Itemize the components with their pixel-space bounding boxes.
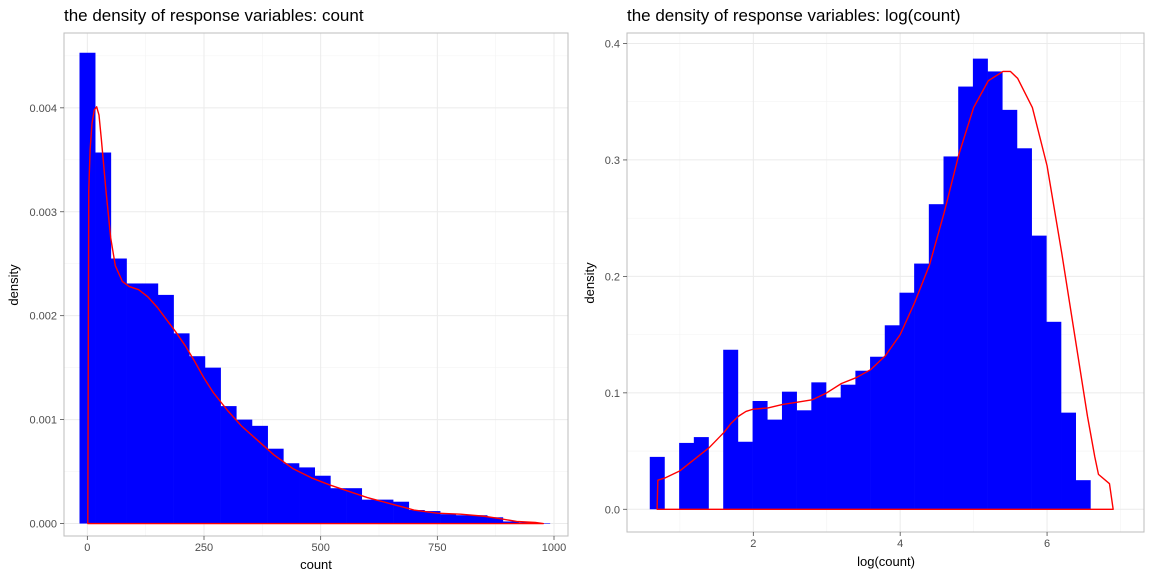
histogram-bar [899, 292, 915, 510]
histogram-bar [1016, 148, 1032, 510]
histogram-bar [487, 517, 504, 524]
panel-border [63, 32, 569, 537]
histogram-bar [679, 442, 695, 510]
histogram-bar [110, 258, 127, 524]
histogram-bars [79, 52, 551, 524]
x-axis-ticks: 0 250 500 750 1000 [84, 536, 566, 554]
histogram-bar [330, 488, 347, 524]
histogram-bar [471, 515, 488, 524]
histogram-bar [1075, 480, 1091, 510]
histogram-bar [408, 510, 425, 524]
y-tick-label: 0.0 [605, 504, 620, 516]
histogram-bar [1061, 412, 1077, 510]
histogram-bar [455, 515, 472, 524]
histogram-bar [855, 370, 871, 510]
y-axis-label: density [582, 262, 597, 304]
x-tick-label: 4 [897, 538, 903, 550]
x-tick-label: 250 [195, 542, 213, 554]
histogram-bar [884, 325, 900, 510]
y-tick-label: 0.4 [605, 38, 620, 50]
x-tick-label: 0 [84, 542, 90, 554]
x-axis-label: count [300, 557, 332, 572]
y-tick-label: 0.002 [29, 311, 57, 323]
y-tick-label: 0.004 [29, 103, 57, 115]
histogram-bar [752, 400, 768, 510]
chart-logcount-density: the density of response variables: log(c… [582, 6, 1145, 569]
chart-title-count: the density of response variables: count [64, 6, 364, 25]
histogram-bar [796, 410, 812, 510]
histogram-bar [767, 419, 783, 510]
y-tick-label: 0.1 [605, 388, 620, 400]
y-axis-ticks: 0.0 0.1 0.2 0.3 0.4 [605, 38, 627, 516]
histogram-bar [79, 52, 96, 524]
x-tick-label: 2 [750, 538, 756, 550]
histogram-bar [1046, 321, 1062, 510]
histogram-bar [424, 511, 441, 524]
density-curve [656, 70, 1114, 510]
histogram-bar [267, 448, 284, 524]
histogram-bar [1031, 235, 1047, 510]
x-tick-label: 1000 [542, 542, 566, 554]
histogram-bar [126, 283, 143, 524]
panel-border [626, 32, 1145, 533]
histogram-bar [840, 384, 856, 510]
y-axis-label: density [6, 264, 21, 306]
histogram-bar [299, 467, 315, 524]
histogram-bar [440, 514, 457, 524]
y-tick-label: 0.3 [605, 155, 620, 167]
histogram-bar [972, 58, 988, 510]
histogram-bar [173, 333, 190, 524]
histogram-bar [943, 156, 959, 510]
histogram-bar [361, 499, 378, 524]
histogram-bar [142, 283, 159, 524]
histogram-bar [737, 441, 753, 510]
x-tick-label: 750 [428, 542, 446, 554]
histogram-bar [870, 356, 886, 510]
x-tick-label: 6 [1044, 538, 1050, 550]
histogram-bar [958, 86, 974, 510]
histogram-bar [914, 263, 930, 510]
histogram-bar [346, 488, 363, 524]
x-axis-ticks: 2 4 6 [750, 532, 1050, 550]
histogram-bar [987, 71, 1003, 510]
density-line [656, 70, 1114, 510]
histogram-bar [826, 397, 842, 510]
histogram-bars [649, 58, 1091, 510]
histogram-bar [781, 391, 797, 510]
y-axis-ticks: 0.000 0.001 0.002 0.003 0.004 [29, 103, 64, 531]
y-tick-label: 0.000 [29, 519, 57, 531]
histogram-bar [377, 499, 394, 524]
histogram-bar [95, 152, 112, 524]
histogram-bar [157, 294, 174, 524]
density-line [87, 106, 544, 525]
histogram-bar [314, 475, 331, 524]
histogram-bar [1002, 109, 1018, 510]
histogram-bar [189, 356, 206, 524]
histogram-bar [928, 204, 944, 510]
chart-count-density: the density of response variables: count… [6, 6, 569, 572]
y-tick-label: 0.001 [29, 415, 57, 427]
x-axis-label: log(count) [857, 554, 915, 569]
histogram-bar [723, 349, 739, 510]
chart-title-logcount: the density of response variables: log(c… [627, 6, 961, 25]
histogram-bar [251, 425, 268, 524]
y-tick-label: 0.003 [29, 207, 57, 219]
histogram-bar [693, 437, 709, 510]
histogram-bar [236, 419, 253, 524]
y-tick-label: 0.2 [605, 271, 620, 283]
histogram-bar [502, 521, 519, 524]
histogram-bar [811, 382, 827, 510]
density-curve [87, 106, 544, 525]
histogram-bar [220, 406, 237, 524]
histogram-bar [204, 367, 221, 524]
x-tick-label: 500 [311, 542, 329, 554]
histogram-bar [283, 463, 300, 524]
